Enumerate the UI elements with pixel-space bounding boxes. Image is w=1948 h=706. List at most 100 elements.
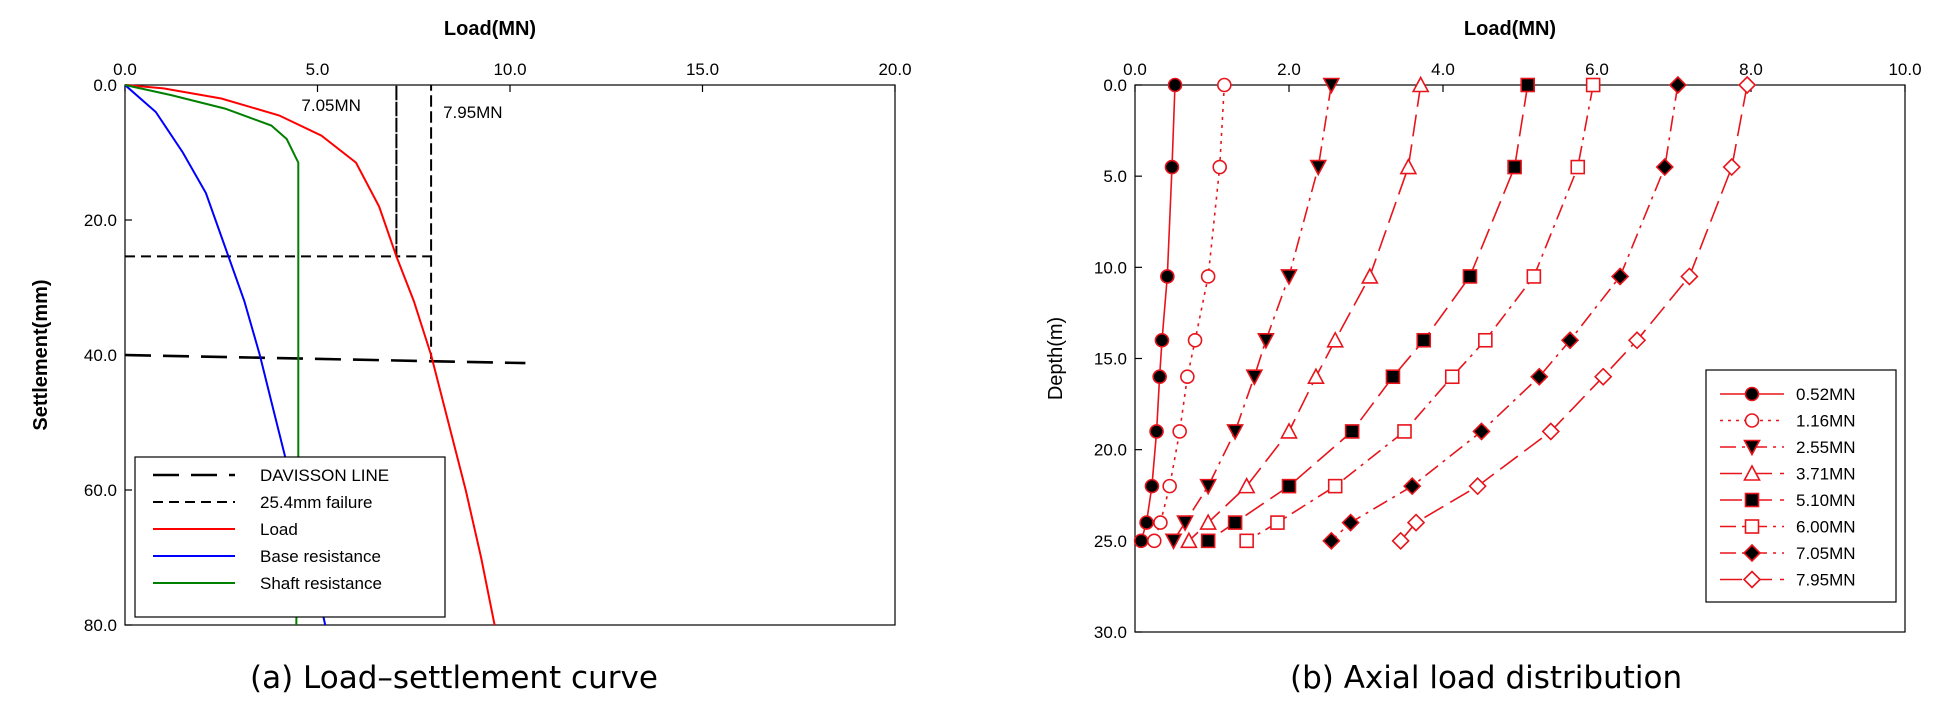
data-point-b-1-8 — [1146, 533, 1162, 549]
legend-label-a-0: DAVISSON LINE — [260, 466, 389, 485]
data-point-b-2-6 — [1199, 478, 1217, 496]
y-axis-label-a: Settlement(mm) — [30, 279, 52, 430]
data-point-b-5-0 — [1585, 77, 1601, 93]
data-point-b-5-3 — [1478, 332, 1493, 348]
data-point-b-3-5 — [1280, 422, 1298, 439]
y-tick-label-b: 15.0 — [1094, 350, 1127, 369]
series-line-b-4 — [1207, 84, 1529, 542]
data-point-b-6-2 — [1610, 267, 1630, 286]
series-line-a-0 — [124, 353, 526, 365]
legend-label-a-1: 25.4mm failure — [260, 493, 372, 512]
data-point-b-2-3 — [1257, 332, 1275, 350]
y-tick-label-a: 20.0 — [84, 211, 117, 230]
legend-marker-b-5 — [1744, 519, 1760, 534]
x-tick-label-a: 20.0 — [878, 60, 911, 79]
data-point-b-7-5 — [1541, 422, 1560, 441]
caption-b: (b) Axial load distribution — [1290, 660, 1683, 696]
legend-label-b-3: 3.71MN — [1796, 465, 1856, 484]
data-point-b-7-8 — [1391, 531, 1410, 550]
data-point-b-4-1 — [1507, 159, 1522, 175]
x-tick-label-a: 15.0 — [686, 60, 719, 79]
data-point-b-4-3 — [1416, 332, 1432, 348]
y-tick-label-b: 20.0 — [1094, 441, 1127, 460]
data-point-b-5-7 — [1270, 515, 1285, 530]
x-tick-label-b: 2.0 — [1277, 60, 1301, 79]
x-tick-label-a: 10.0 — [493, 60, 526, 79]
data-point-b-4-2 — [1462, 269, 1478, 284]
data-point-b-4-5 — [1344, 424, 1360, 439]
y-tick-label-a: 80.0 — [84, 616, 117, 635]
legend-b — [1705, 369, 1897, 603]
y-tick-label-b: 10.0 — [1094, 258, 1127, 277]
series-line-a-2 — [124, 84, 496, 626]
data-point-b-7-1 — [1722, 157, 1741, 177]
legend-marker-b-0 — [1744, 386, 1760, 402]
data-point-b-5-2 — [1526, 269, 1542, 284]
data-point-b-3-8 — [1180, 531, 1198, 549]
y-tick-label-b: 30.0 — [1094, 623, 1127, 642]
legend-a — [134, 456, 446, 618]
data-point-b-6-6 — [1403, 477, 1422, 496]
legend-label-a-4: Shaft resistance — [260, 574, 382, 593]
data-point-b-3-3 — [1326, 331, 1345, 348]
series-line-b-0 — [1140, 84, 1176, 542]
data-point-b-0-4 — [1152, 369, 1167, 385]
data-point-b-0-2 — [1160, 269, 1175, 284]
series-line-a-4 — [124, 84, 300, 626]
series-line-b-2 — [1172, 84, 1333, 542]
legend-label-b-4: 5.10MN — [1796, 491, 1856, 510]
legend-marker-b-4 — [1744, 492, 1760, 508]
data-point-b-4-7 — [1227, 515, 1243, 530]
data-point-b-6-4 — [1530, 367, 1549, 386]
data-point-b-5-6 — [1327, 478, 1343, 494]
data-point-b-0-6 — [1144, 478, 1160, 494]
data-point-b-2-0 — [1322, 77, 1341, 95]
legend-label-b-2: 2.55MN — [1796, 438, 1856, 457]
data-point-b-2-8 — [1164, 533, 1183, 551]
data-point-b-0-8 — [1133, 533, 1149, 549]
data-point-b-7-6 — [1468, 477, 1487, 496]
data-point-b-0-1 — [1164, 159, 1180, 175]
data-point-b-1-3 — [1187, 332, 1203, 348]
data-point-b-0-0 — [1167, 77, 1183, 93]
legend-marker-b-2 — [1743, 439, 1761, 457]
data-point-b-7-7 — [1406, 513, 1426, 532]
data-point-b-0-7 — [1139, 515, 1154, 530]
data-point-b-1-1 — [1212, 159, 1227, 175]
y-tick-label-b: 25.0 — [1094, 532, 1127, 551]
legend-label-a-2: Load — [260, 520, 298, 539]
data-point-b-3-0 — [1411, 75, 1430, 93]
data-point-b-5-1 — [1570, 159, 1586, 175]
caption-a: (a) Load–settlement curve — [250, 660, 658, 696]
legend-label-b-1: 1.16MN — [1796, 412, 1856, 431]
data-point-b-5-8 — [1239, 533, 1254, 549]
data-point-b-6-0 — [1668, 75, 1687, 95]
legend-label-b-7: 7.95MN — [1796, 571, 1856, 590]
data-point-b-6-8 — [1322, 531, 1341, 550]
legend-marker-b-6 — [1742, 543, 1762, 563]
annotation-a-1: 7.95MN — [443, 103, 503, 122]
data-point-b-7-4 — [1594, 367, 1613, 386]
data-point-b-1-4 — [1180, 369, 1195, 385]
data-point-b-6-7 — [1341, 513, 1360, 532]
data-point-b-7-2 — [1680, 267, 1699, 286]
y-tick-label-b: 5.0 — [1103, 167, 1127, 186]
x-axis-label-a: Load(MN) — [444, 18, 536, 40]
legend-label-b-5: 6.00MN — [1796, 518, 1856, 537]
legend-label-b-6: 7.05MN — [1796, 544, 1856, 563]
data-point-b-6-5 — [1472, 422, 1491, 441]
data-point-b-1-0 — [1217, 77, 1232, 93]
data-point-b-2-7 — [1176, 515, 1194, 532]
legend-marker-b-3 — [1743, 464, 1761, 481]
data-point-b-5-4 — [1444, 369, 1460, 385]
legend-label-a-3: Base resistance — [260, 547, 381, 566]
legend-marker-b-1 — [1744, 413, 1760, 428]
x-tick-label-a: 0.0 — [113, 60, 137, 79]
y-axis-label-b: Depth(m) — [1045, 317, 1067, 400]
data-point-b-2-2 — [1280, 269, 1298, 286]
y-tick-label-a: 60.0 — [84, 481, 117, 500]
x-tick-label-b: 4.0 — [1431, 60, 1455, 79]
data-point-b-7-0 — [1738, 75, 1757, 95]
